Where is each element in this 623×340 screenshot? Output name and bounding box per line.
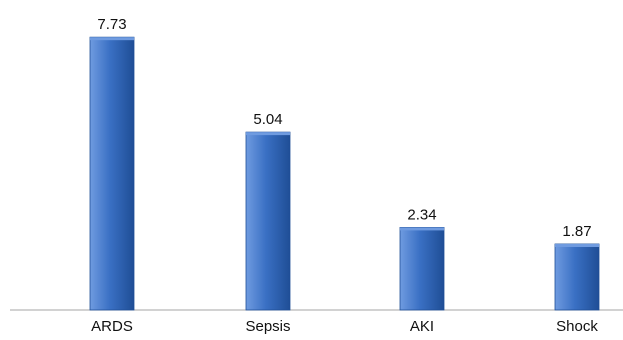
bar-cap-aki [400,227,444,231]
data-labels-group: 7.73 5.04 2.34 1.87 [97,16,591,240]
bars-group [89,36,600,311]
data-label-sepsis: 5.04 [253,111,282,128]
bar-cap-sepsis [246,132,290,136]
x-tick-label-shock: Shock [556,318,598,335]
bar-ards [89,36,135,311]
bar-cap-ards [90,37,134,41]
x-tick-label-aki: AKI [410,318,434,335]
bar-shock [554,243,600,311]
bar-cap-shock [555,244,599,247]
x-tick-label-sepsis: Sepsis [245,318,290,335]
x-tick-labels-group: ARDS Sepsis AKI Shock [91,318,598,335]
data-label-ards: 7.73 [97,16,126,33]
bar-sepsis [245,131,291,311]
data-label-shock: 1.87 [562,223,591,240]
bar-aki [399,227,445,311]
data-label-aki: 2.34 [407,206,436,223]
x-tick-label-ards: ARDS [91,318,133,335]
